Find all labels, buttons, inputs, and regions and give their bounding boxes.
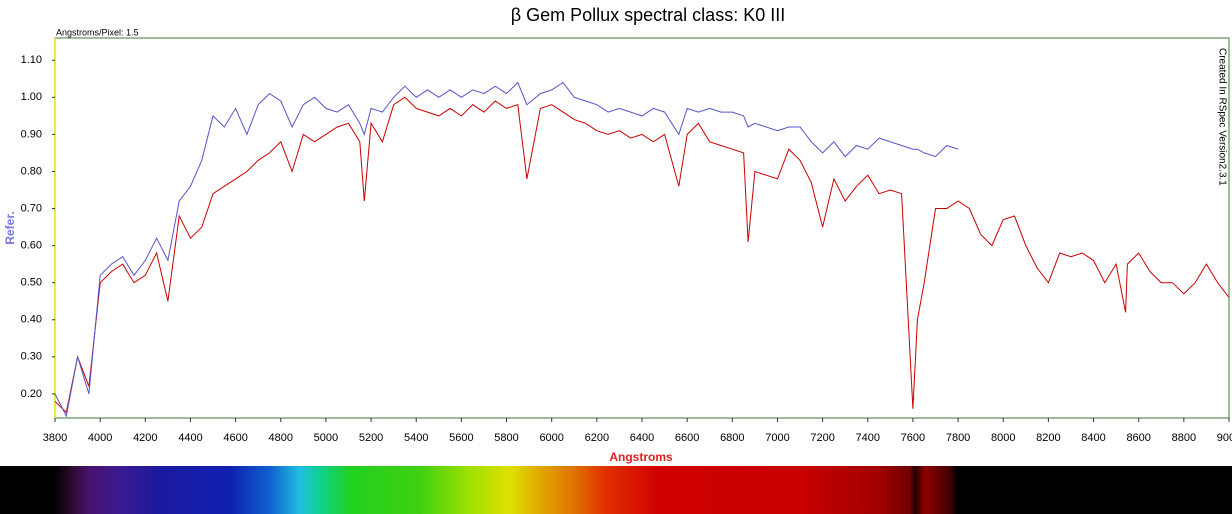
spectrum-strip (0, 466, 1232, 514)
annotation: Created In RSpec Version2.3.1 (1216, 48, 1227, 186)
x-tick-label: 9000 (1217, 432, 1232, 444)
spectrum-line (54, 81, 959, 418)
x-axis-label: Angstroms (609, 450, 673, 464)
spectrum-line (54, 96, 1230, 414)
y-tick-label: 0.90 (21, 128, 42, 140)
x-tick-label: 5800 (494, 432, 518, 444)
x-tick-label: 7400 (856, 432, 880, 444)
x-tick-label: 4000 (88, 432, 112, 444)
y-tick-label: 0.70 (21, 202, 42, 214)
y-tick-label: 1.00 (21, 91, 42, 103)
x-tick-label: 8400 (1081, 432, 1105, 444)
x-tick-label: 6200 (585, 432, 609, 444)
x-tick-label: 5200 (359, 432, 383, 444)
chart-title: β Gem Pollux spectral class: K0 III (511, 5, 785, 25)
annotation: Angstroms/Pixel: 1.5 (56, 27, 139, 37)
y-tick-label: 0.80 (21, 165, 42, 177)
x-tick-label: 5600 (449, 432, 473, 444)
x-tick-label: 6000 (539, 432, 563, 444)
y-tick-label: 0.40 (21, 314, 42, 326)
x-tick-label: 8000 (991, 432, 1015, 444)
x-tick-label: 6400 (630, 432, 654, 444)
plot-frame (54, 37, 1230, 419)
x-tick-label: 6600 (675, 432, 699, 444)
x-tick-label: 7000 (765, 432, 789, 444)
x-tick-label: 3800 (43, 432, 67, 444)
x-tick-label: 4800 (269, 432, 293, 444)
x-tick-label: 8800 (1172, 432, 1196, 444)
x-tick-label: 4600 (223, 432, 247, 444)
x-tick-label: 8600 (1126, 432, 1150, 444)
y-tick-label: 0.60 (21, 240, 42, 252)
chart: β Gem Pollux spectral class: K0 III Angs… (3, 5, 1232, 464)
x-tick-label: 8200 (1036, 432, 1060, 444)
y-tick-label: 0.20 (21, 388, 42, 400)
x-tick-label: 4200 (133, 432, 157, 444)
x-tick-label: 7800 (946, 432, 970, 444)
y-tick-label: 0.30 (21, 351, 42, 363)
y-tick-label: 0.50 (21, 277, 42, 289)
x-tick-label: 7600 (901, 432, 925, 444)
y-tick-label: 1.10 (21, 54, 42, 66)
x-tick-label: 4400 (178, 432, 202, 444)
y-axis-label: Refer. (3, 211, 17, 244)
x-tick-label: 7200 (810, 432, 834, 444)
x-tick-label: 5400 (404, 432, 428, 444)
x-tick-label: 6800 (720, 432, 744, 444)
x-tick-label: 5000 (314, 432, 338, 444)
